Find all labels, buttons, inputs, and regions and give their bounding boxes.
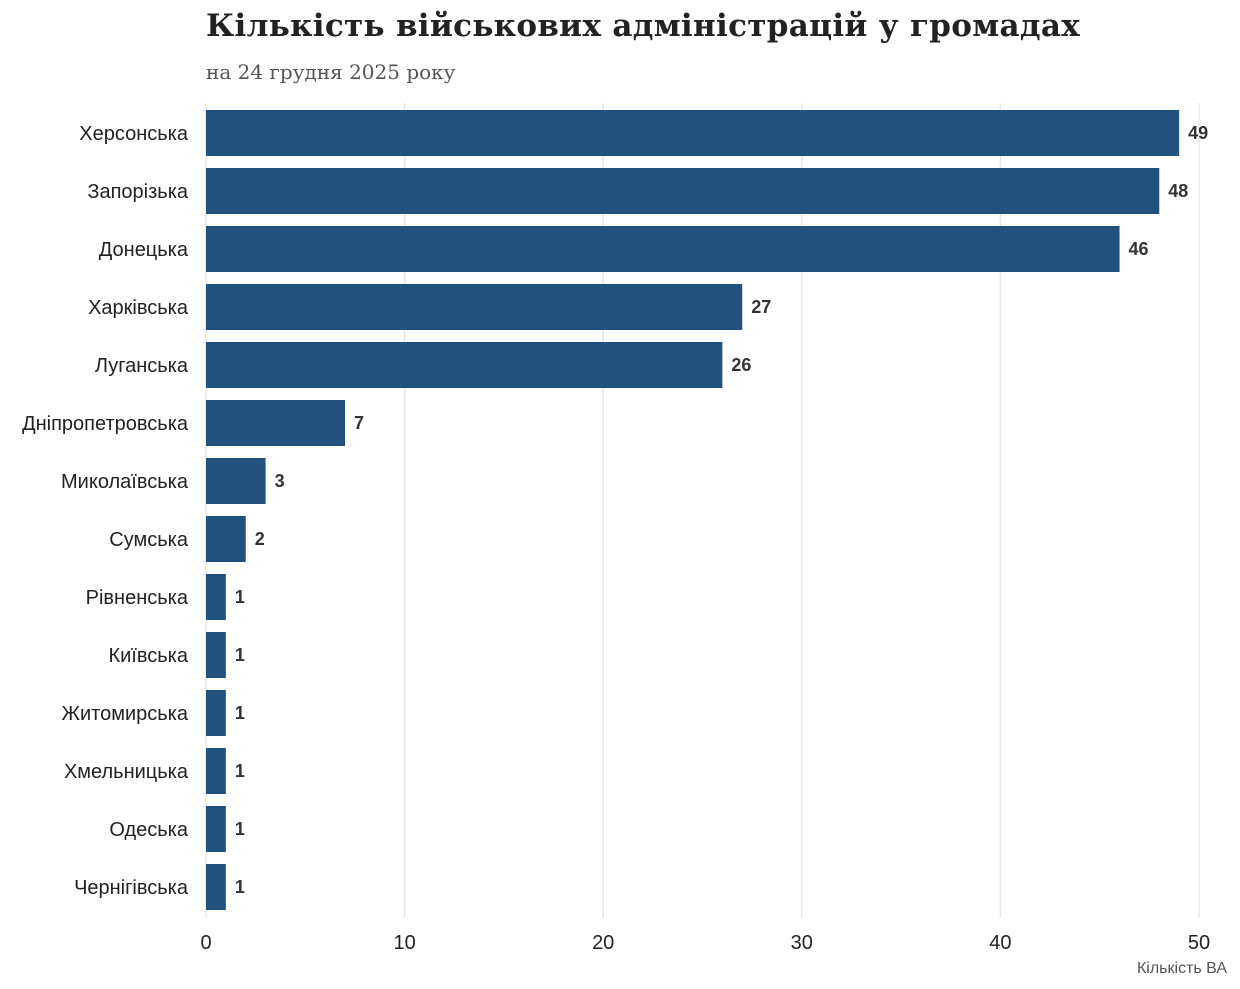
- bar: [206, 690, 226, 736]
- value-label: 3: [275, 471, 285, 491]
- bar: [206, 284, 743, 330]
- x-tick-label: 40: [989, 932, 1011, 954]
- x-tick-label: 0: [200, 932, 211, 954]
- bar: [206, 574, 226, 620]
- category-label: Херсонська: [79, 123, 189, 145]
- x-tick-label: 10: [393, 932, 415, 954]
- category-label: Чернігівська: [74, 877, 189, 899]
- value-label: 7: [354, 413, 364, 433]
- x-axis-label: Кількість ВА: [1137, 960, 1227, 977]
- value-label: 1: [235, 703, 245, 723]
- category-label: Миколаївська: [61, 471, 189, 493]
- category-label: Рівненська: [86, 587, 189, 609]
- bar: [206, 400, 346, 446]
- bar: [206, 342, 723, 388]
- value-label: 27: [751, 297, 771, 317]
- value-label: 48: [1168, 181, 1188, 201]
- chart-title: Кількість військових адміністрацій у гро…: [206, 8, 1081, 44]
- bar: [206, 226, 1120, 272]
- category-label: Одеська: [109, 819, 189, 841]
- x-tick-label: 30: [791, 932, 813, 954]
- bar: [206, 806, 226, 852]
- value-label: 1: [235, 877, 245, 897]
- category-label: Хмельницька: [64, 761, 189, 783]
- bar: [206, 458, 266, 504]
- bar: [206, 748, 226, 794]
- bar: [206, 632, 226, 678]
- bar: [206, 864, 226, 910]
- category-label: Дніпропетровська: [22, 413, 189, 435]
- category-label: Сумська: [109, 529, 189, 551]
- category-label: Харківська: [88, 297, 189, 319]
- value-label: 1: [235, 819, 245, 839]
- bar: [206, 110, 1180, 156]
- value-label: 2: [255, 529, 265, 549]
- bar: [206, 516, 246, 562]
- value-label: 49: [1188, 123, 1208, 143]
- category-label: Донецька: [99, 239, 189, 261]
- value-label: 46: [1129, 239, 1149, 259]
- category-label: Запорізька: [87, 181, 189, 203]
- bar: [206, 168, 1160, 214]
- value-label: 1: [235, 761, 245, 781]
- value-label: 1: [235, 645, 245, 665]
- x-tick-label: 20: [592, 932, 614, 954]
- category-label: Київська: [108, 645, 188, 667]
- value-label: 26: [731, 355, 751, 375]
- chart-subtitle: на 24 грудня 2025 року: [206, 60, 456, 84]
- value-label: 1: [235, 587, 245, 607]
- x-tick-label: 50: [1188, 932, 1210, 954]
- category-label: Житомирська: [62, 703, 189, 725]
- category-label: Луганська: [95, 355, 189, 377]
